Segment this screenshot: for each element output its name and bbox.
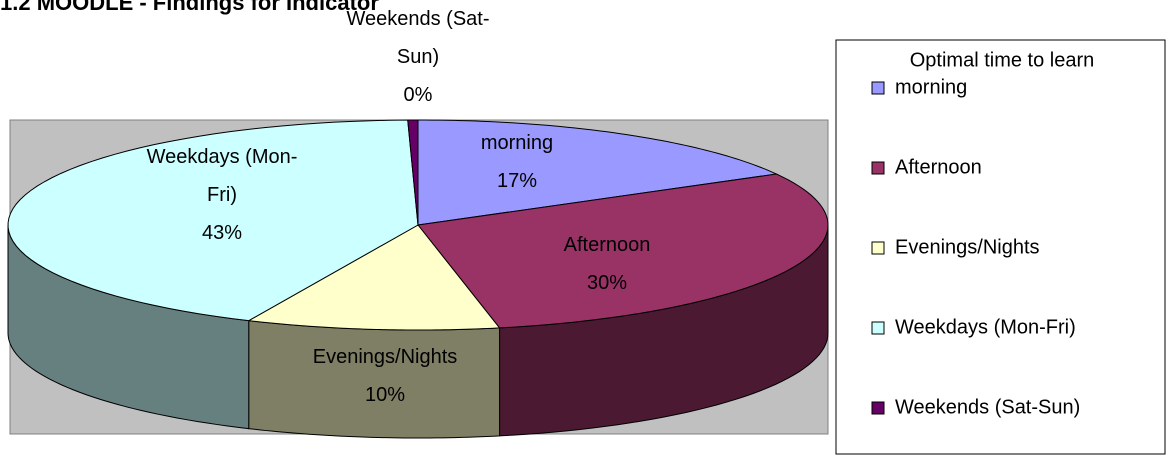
legend-label: Weekdays (Mon-Fri): [895, 316, 1076, 338]
label-value: 30%: [586, 272, 628, 294]
legend-box: [835, 39, 1166, 455]
legend-label: Evenings/Nights: [895, 236, 1040, 258]
legend-swatch: [871, 321, 885, 335]
legend-title: Optimal time to learn: [910, 49, 1095, 71]
label-category: Evenings/Nights: [312, 346, 458, 368]
data-label: Afternoon 30%: [527, 226, 687, 302]
label-category: Afternoon: [563, 234, 651, 256]
legend-label: Weekends (Sat-Sun): [895, 396, 1080, 418]
data-label: morning 17%: [457, 124, 577, 200]
slice: [247, 224, 501, 331]
data-label: Evenings/Nights 10%: [285, 338, 485, 414]
legend-label: Afternoon: [895, 156, 982, 178]
chart-title: 1.2 MOODLE - Findings for Indicator: [0, 0, 379, 15]
label-value: 10%: [364, 384, 406, 406]
legend-label: morning: [895, 76, 967, 98]
legend-swatch: [871, 241, 885, 255]
slice: [417, 173, 829, 329]
legend-swatch: [871, 161, 885, 175]
legend-swatch: [871, 401, 885, 415]
label-value: 17%: [496, 170, 538, 192]
slice: [407, 119, 419, 226]
data-label: Weekends (Sat-Sun) 0%: [343, 0, 493, 114]
legend-swatch: [871, 81, 885, 95]
slice: [417, 119, 779, 226]
label-category: Weekdays (Mon-Fri): [146, 146, 298, 206]
label-category: Weekends (Sat-Sun): [346, 8, 490, 68]
data-label: Weekdays (Mon-Fri) 43%: [132, 138, 312, 252]
label-category: morning: [480, 132, 554, 154]
label-value: 43%: [201, 222, 243, 244]
label-value: 0%: [403, 84, 433, 106]
slice: [7, 119, 419, 322]
